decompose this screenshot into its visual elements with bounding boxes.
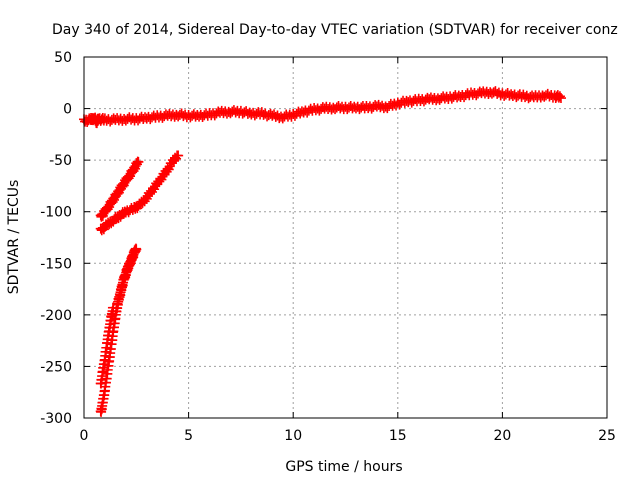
data-series: [95, 243, 142, 417]
y-tick-label: -50: [49, 153, 72, 169]
y-tick-label: -100: [40, 205, 72, 221]
data-point: [162, 163, 173, 174]
x-tick-label: 25: [598, 428, 616, 444]
data-series: [79, 86, 566, 129]
y-tick-label: 0: [63, 102, 72, 118]
data-series: [95, 150, 184, 236]
data-point: [555, 93, 566, 104]
data-point: [131, 244, 142, 255]
chart-title: Day 340 of 2014, Sidereal Day-to-day VTE…: [52, 22, 618, 38]
x-tick-label: 0: [80, 428, 89, 444]
plot-frame: [83, 56, 608, 419]
y-tick-label: -250: [40, 359, 72, 375]
data-point: [108, 302, 119, 313]
x-tick-label: 5: [184, 428, 193, 444]
axis-ticks: 0 5 10 15 20 25 50 0 -50 -100 -150 -200 -250 -300: [40, 50, 616, 444]
y-tick-label: -150: [40, 256, 72, 272]
data-point: [133, 156, 144, 167]
y-tick-label: -300: [40, 411, 72, 427]
data-series: [95, 156, 144, 222]
y-tick-label: -200: [40, 308, 72, 324]
y-axis-title: SDTVAR / TECUs: [6, 180, 22, 295]
plot-area: [79, 86, 566, 417]
x-tick-label: 20: [493, 428, 511, 444]
x-axis-title: GPS time / hours: [285, 459, 402, 475]
x-tick-label: 10: [284, 428, 302, 444]
y-tick-label: 50: [54, 50, 72, 66]
data-series: [95, 302, 119, 389]
data-point: [173, 150, 184, 161]
data-point: [554, 91, 565, 102]
x-tick-label: 15: [389, 428, 407, 444]
